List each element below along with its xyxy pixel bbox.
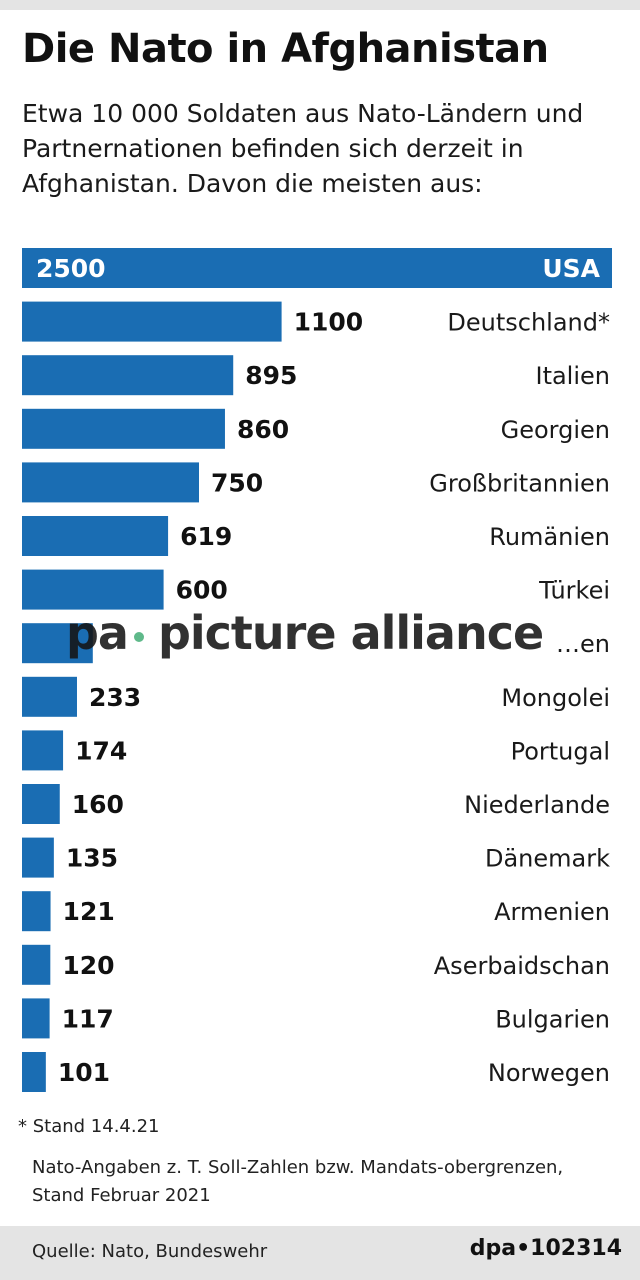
source-note: Nato-Angaben z. T. Soll-Zahlen bzw. Mand… <box>32 1157 564 1206</box>
bar-2 <box>22 355 234 396</box>
value-label-2: 895 <box>245 361 297 390</box>
watermark-logo: pa picture alliance <box>66 606 544 660</box>
bar-3 <box>22 408 225 449</box>
category-label-12: Armenien <box>494 898 610 926</box>
category-label-14: Bulgarien <box>495 1005 610 1033</box>
value-label-12: 121 <box>63 897 115 926</box>
value-label-6: 600 <box>176 576 228 605</box>
source-label: Quelle: Nato, Bundeswehr <box>32 1241 268 1262</box>
value-label-15: 101 <box>58 1058 110 1087</box>
bar-5 <box>22 516 169 556</box>
value-label-14: 117 <box>62 1004 114 1033</box>
category-label-4: Großbritannien <box>429 469 610 497</box>
value-label-10: 160 <box>72 790 124 819</box>
bar-9 <box>22 730 64 771</box>
footer-bar: Quelle: Nato, Bundeswehr dpa•102314 <box>0 1226 640 1280</box>
category-label-11: Dänemark <box>485 845 610 873</box>
category-label-7: …en <box>556 630 610 658</box>
bar-10 <box>22 784 60 824</box>
category-label-2: Italien <box>535 362 610 390</box>
value-label-9: 174 <box>75 736 127 765</box>
category-label-10: Niederlande <box>464 791 610 819</box>
category-label-6: Türkei <box>538 577 610 605</box>
bar-8 <box>22 676 77 717</box>
bar-6 <box>22 569 164 610</box>
value-label-11: 135 <box>66 844 118 873</box>
category-label-15: Norwegen <box>488 1059 610 1087</box>
chart-subtitle: Etwa 10 000 Soldaten aus Nato-Ländern un… <box>22 99 584 198</box>
bar-14 <box>22 998 50 1039</box>
chart-title: Die Nato in Afghanistan <box>22 26 549 72</box>
bar-12 <box>22 891 51 932</box>
category-label-0: USA <box>542 254 600 283</box>
credit-id: dpa•102314 <box>469 1236 622 1261</box>
bar-15 <box>22 1052 46 1092</box>
category-label-13: Aserbaidschan <box>434 952 610 980</box>
category-label-3: Georgien <box>501 416 610 444</box>
category-label-9: Portugal <box>511 737 610 765</box>
value-label-13: 120 <box>62 951 114 980</box>
top-strip <box>0 0 640 10</box>
value-label-5: 619 <box>180 522 232 551</box>
watermark-pa: pa <box>66 606 129 660</box>
bar-11 <box>22 837 54 878</box>
category-label-8: Mongolei <box>501 684 610 712</box>
footnote: * Stand 14.4.21 <box>18 1116 160 1137</box>
bar-7 <box>22 623 93 664</box>
category-label-5: Rumänien <box>489 523 610 551</box>
value-label-0: 2500 <box>36 254 106 283</box>
bar-13 <box>22 944 51 985</box>
category-label-1: Deutschland* <box>447 309 610 337</box>
bar-0 <box>22 248 612 288</box>
bar-4 <box>22 462 199 503</box>
value-label-4: 750 <box>211 468 263 497</box>
bar-chart: 2500 USA 1100 Deutschland* 895 Italien 860 Geor… <box>22 248 612 1092</box>
watermark-dot-icon <box>133 631 144 642</box>
bar-1 <box>22 301 282 342</box>
value-label-8: 233 <box>89 683 141 712</box>
watermark-text: picture alliance <box>157 606 544 660</box>
value-label-1: 1100 <box>294 308 364 337</box>
value-label-3: 860 <box>237 415 289 444</box>
